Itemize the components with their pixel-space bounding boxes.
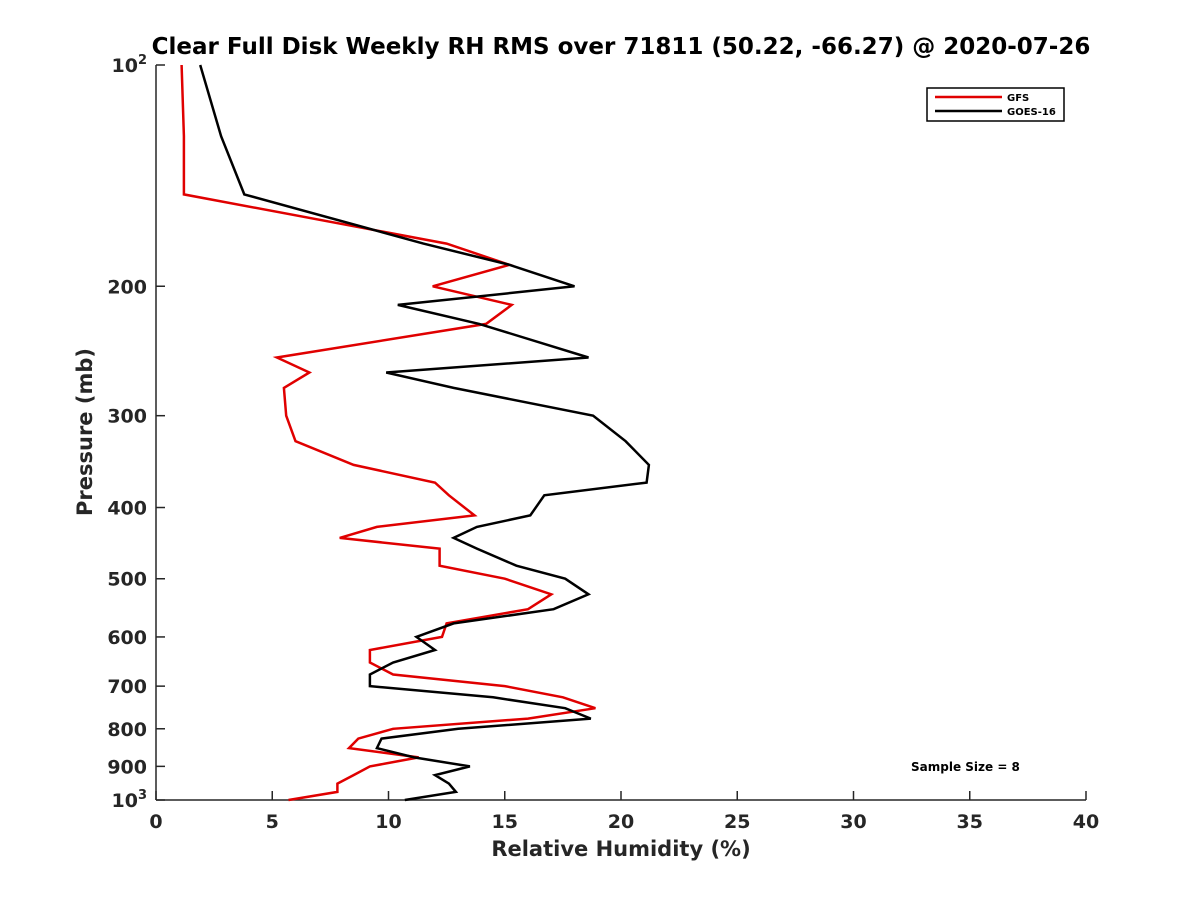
sample-size-annotation: Sample Size = 8 <box>911 760 1020 774</box>
y-tick-label: 102 <box>112 53 148 77</box>
x-tick-label: 40 <box>1073 811 1099 833</box>
x-axis-label: Relative Humidity (%) <box>491 837 750 861</box>
x-tick-label: 0 <box>149 811 162 833</box>
legend: GFS GOES-16 <box>926 87 1065 122</box>
series-lines <box>180 64 651 802</box>
legend-label-gfs: GFS <box>1007 93 1029 104</box>
x-tick-label: 5 <box>266 811 279 833</box>
y-tick-label: 700 <box>107 676 147 698</box>
y-tick-label: 600 <box>107 627 147 649</box>
legend-box <box>926 87 1065 122</box>
y-tick-label: 500 <box>107 569 147 591</box>
y-axis-label: Pressure (mb) <box>73 348 97 516</box>
chart-title: Clear Full Disk Weekly RH RMS over 71811… <box>152 34 1091 60</box>
x-tick-label: 25 <box>724 811 750 833</box>
x-tick-label: 20 <box>608 811 634 833</box>
y-tick-label: 900 <box>107 756 147 778</box>
y-tick-label: 103 <box>112 788 148 812</box>
y-ticks: 102 200 300 400 500 600 700 800 900 103 <box>107 53 165 812</box>
x-tick-label: 30 <box>840 811 866 833</box>
y-tick-label: 200 <box>107 276 147 298</box>
series-line-goes16 <box>199 64 651 802</box>
y-tick-label: 400 <box>107 498 147 520</box>
legend-label-goes16: GOES-16 <box>1007 107 1056 118</box>
plot-area: 0 5 10 15 20 25 30 35 40 102 200 300 400 500 600 700 80… <box>107 53 1099 833</box>
y-tick-label: 300 <box>107 406 147 428</box>
x-tick-label: 15 <box>492 811 518 833</box>
x-tick-label: 35 <box>957 811 983 833</box>
x-tick-label: 10 <box>375 811 401 833</box>
x-ticks: 0 5 10 15 20 25 30 35 40 <box>149 791 1099 833</box>
y-tick-label: 800 <box>107 719 147 741</box>
series-line-gfs <box>180 64 596 802</box>
